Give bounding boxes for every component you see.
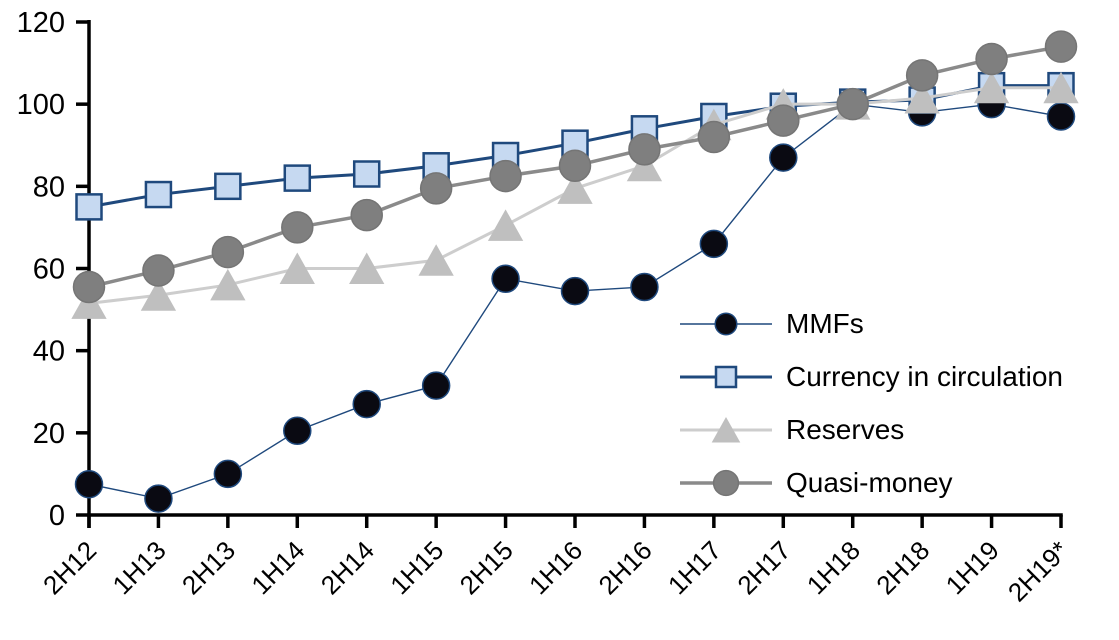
legend-label: Quasi-money bbox=[786, 466, 953, 498]
marker bbox=[72, 270, 106, 304]
marker bbox=[418, 244, 454, 276]
x-tick-label: 1H15 bbox=[384, 535, 449, 600]
marker bbox=[283, 164, 312, 192]
marker bbox=[697, 120, 731, 154]
legend-item-quasi-money: Quasi-money bbox=[678, 456, 1063, 509]
marker bbox=[214, 172, 242, 201]
marker bbox=[75, 193, 103, 221]
y-tick-label: 100 bbox=[17, 89, 65, 121]
marker bbox=[491, 264, 520, 294]
marker bbox=[836, 87, 869, 121]
x-tick-label: 1H17 bbox=[662, 535, 727, 600]
marker bbox=[904, 81, 940, 114]
series-quasi-money bbox=[72, 30, 1078, 304]
marker bbox=[352, 389, 381, 419]
x-tick-label: 2H15 bbox=[454, 535, 519, 600]
legend-marker-circle-icon bbox=[680, 311, 772, 336]
marker bbox=[352, 160, 381, 188]
marker bbox=[628, 133, 661, 166]
marker bbox=[699, 229, 729, 259]
marker bbox=[489, 159, 522, 193]
legend-label: Reserves bbox=[786, 413, 905, 445]
legend-item-currency-in-circulation: Currency in circulation bbox=[678, 350, 1063, 403]
y-tick-label: 40 bbox=[33, 336, 65, 368]
marker bbox=[74, 469, 104, 499]
marker bbox=[283, 416, 312, 446]
marker bbox=[711, 416, 741, 442]
x-tick-label: 2H12 bbox=[37, 535, 102, 600]
marker bbox=[558, 149, 592, 183]
x-tick-label: 1H16 bbox=[523, 535, 588, 600]
marker bbox=[1046, 102, 1076, 131]
marker bbox=[630, 272, 659, 302]
legend-label: MMFs bbox=[786, 307, 864, 339]
marker bbox=[1043, 71, 1079, 104]
marker bbox=[973, 71, 1010, 104]
legend-item-reserves: Reserves bbox=[678, 403, 1063, 456]
y-tick-label: 20 bbox=[33, 418, 65, 450]
marker bbox=[626, 149, 663, 182]
y-tick-label: 120 bbox=[17, 7, 65, 39]
legend-item-mmfs: MMFs bbox=[678, 297, 1063, 350]
marker bbox=[140, 279, 177, 311]
legend-marker-circle-icon bbox=[680, 469, 772, 496]
marker bbox=[350, 198, 383, 232]
marker bbox=[419, 172, 453, 205]
x-tick-label: 1H13 bbox=[107, 535, 172, 600]
marker bbox=[144, 180, 173, 209]
marker bbox=[142, 254, 175, 287]
marker bbox=[487, 209, 524, 241]
x-tick-label: 2H13 bbox=[176, 535, 241, 600]
marker bbox=[279, 252, 315, 284]
x-tick-label: 2H16 bbox=[593, 535, 658, 600]
marker bbox=[905, 59, 939, 92]
marker bbox=[769, 143, 798, 172]
x-tick-label: 2H18 bbox=[870, 535, 935, 600]
marker bbox=[144, 484, 173, 513]
y-tick-label: 0 bbox=[49, 500, 65, 532]
marker bbox=[349, 252, 385, 284]
marker bbox=[213, 459, 243, 489]
marker bbox=[560, 276, 590, 306]
marker bbox=[975, 42, 1008, 76]
marker bbox=[421, 371, 451, 400]
marker bbox=[714, 365, 738, 388]
marker bbox=[281, 211, 314, 244]
legend-marker-triangle-icon bbox=[680, 416, 772, 442]
y-tick-label: 60 bbox=[33, 254, 65, 286]
x-tick-label: 1H14 bbox=[245, 535, 310, 600]
marker bbox=[557, 172, 593, 204]
marker bbox=[1044, 30, 1078, 63]
y-tick-label: 80 bbox=[33, 171, 65, 203]
x-tick-label: 1H19 bbox=[940, 535, 1005, 600]
marker bbox=[712, 469, 740, 496]
marker bbox=[767, 104, 800, 137]
x-tick-label: 2H14 bbox=[315, 535, 380, 600]
legend-label: Currency in circulation bbox=[786, 360, 1063, 392]
marker bbox=[71, 287, 107, 319]
legend-marker-square-icon bbox=[680, 365, 772, 388]
x-tick-label: 1H18 bbox=[801, 535, 866, 600]
marker bbox=[210, 268, 246, 301]
x-tick-label: 2H19* bbox=[1002, 535, 1074, 607]
chart-legend: MMFs Currency in circulation Reserves Quasi… bbox=[678, 297, 1063, 509]
marker bbox=[714, 311, 738, 336]
marker bbox=[211, 235, 245, 269]
x-tick-label: 2H17 bbox=[731, 535, 796, 600]
